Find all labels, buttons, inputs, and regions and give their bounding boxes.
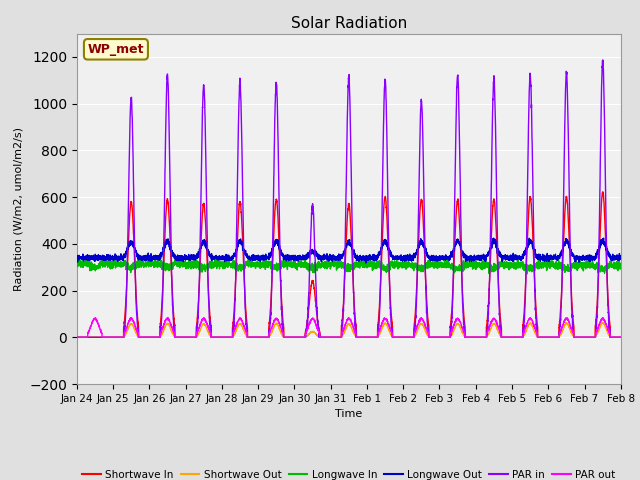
Y-axis label: Radiation (W/m2, umol/m2/s): Radiation (W/m2, umol/m2/s)	[13, 127, 24, 291]
X-axis label: Time: Time	[335, 409, 362, 419]
Line: Longwave In: Longwave In	[77, 257, 621, 274]
PAR out	[171, 331, 179, 336]
Longwave Out	[362, 260, 370, 266]
Shortwave Out	[171, 333, 179, 339]
PAR in	[440, 335, 448, 340]
Longwave Out	[502, 257, 509, 263]
Longwave In	[140, 254, 147, 260]
Shortwave Out	[502, 335, 509, 340]
Longwave Out	[73, 255, 81, 261]
Longwave Out	[171, 256, 179, 262]
Longwave Out	[471, 254, 479, 260]
Shortwave Out	[328, 335, 336, 340]
Longwave In	[441, 257, 449, 263]
Longwave In	[329, 260, 337, 265]
Legend: Shortwave In, Shortwave Out, Longwave In, Longwave Out, PAR in, PAR out: Shortwave In, Shortwave Out, Longwave In…	[78, 466, 620, 480]
Shortwave In	[171, 321, 179, 327]
PAR out	[502, 335, 509, 340]
PAR in	[73, 335, 81, 340]
Shortwave Out	[617, 335, 625, 340]
Shortwave Out	[440, 335, 448, 340]
Longwave In	[471, 261, 479, 266]
PAR in	[599, 57, 607, 63]
Shortwave Out	[599, 320, 607, 325]
Shortwave In	[599, 189, 607, 195]
Line: Longwave Out: Longwave Out	[77, 238, 621, 263]
Longwave Out	[441, 254, 449, 260]
PAR in	[617, 335, 625, 340]
Shortwave Out	[471, 335, 479, 340]
Longwave In	[617, 265, 625, 271]
PAR in	[171, 331, 179, 337]
Line: PAR out: PAR out	[77, 318, 621, 337]
PAR out	[599, 315, 607, 321]
Longwave In	[73, 261, 81, 266]
PAR out	[73, 335, 81, 340]
Shortwave In	[328, 335, 336, 340]
Line: Shortwave Out: Shortwave Out	[77, 323, 621, 337]
Line: PAR in: PAR in	[77, 60, 621, 337]
Longwave In	[524, 271, 531, 276]
Longwave Out	[617, 255, 625, 261]
Shortwave In	[617, 335, 625, 340]
PAR out	[617, 335, 625, 340]
Longwave Out	[616, 253, 624, 259]
Shortwave In	[73, 335, 81, 340]
Line: Shortwave In: Shortwave In	[77, 192, 621, 337]
Shortwave Out	[73, 335, 81, 340]
Shortwave In	[471, 335, 479, 340]
Shortwave Out	[616, 335, 624, 340]
PAR in	[502, 335, 509, 340]
PAR out	[616, 335, 624, 340]
PAR out	[471, 335, 479, 340]
Shortwave In	[502, 335, 509, 340]
Longwave In	[616, 263, 624, 268]
Longwave In	[502, 261, 509, 267]
PAR out	[440, 335, 448, 340]
Longwave Out	[600, 235, 607, 241]
Longwave Out	[328, 259, 336, 264]
Shortwave In	[440, 335, 448, 340]
PAR out	[328, 335, 336, 340]
Shortwave In	[616, 335, 624, 340]
Text: WP_met: WP_met	[88, 43, 144, 56]
Title: Solar Radiation: Solar Radiation	[291, 16, 407, 31]
PAR in	[471, 335, 479, 340]
PAR in	[616, 335, 624, 340]
PAR in	[328, 335, 336, 340]
Longwave In	[171, 261, 179, 267]
